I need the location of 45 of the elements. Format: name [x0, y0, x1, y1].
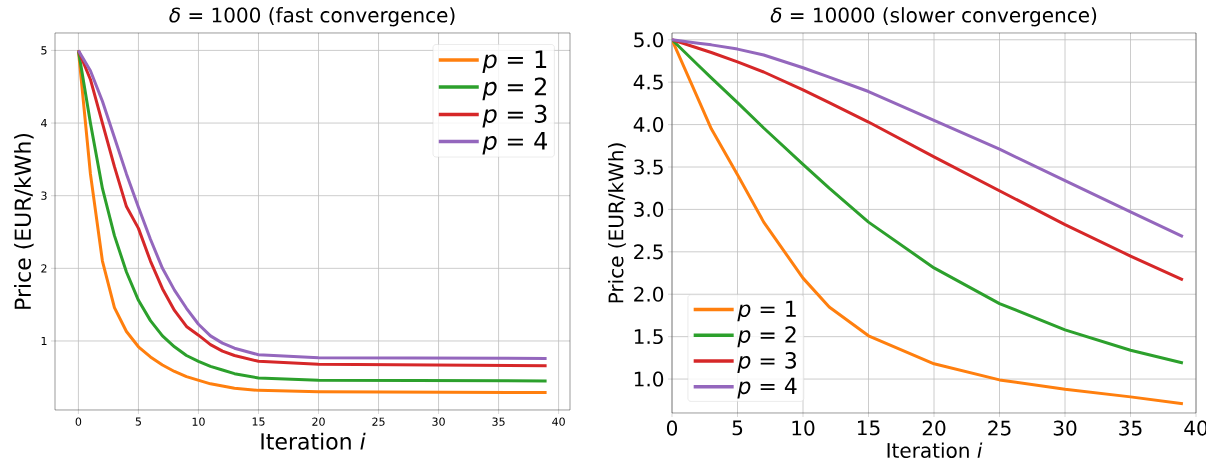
x-tick-label: 30: [1053, 420, 1077, 436]
legend-label: p = 2: [482, 77, 546, 101]
y-axis-title: Price (EUR/kWh): [608, 143, 626, 303]
x-tick-label: 10: [192, 417, 205, 426]
x-tick-label: 40: [552, 417, 565, 426]
legend-label: p = 3: [482, 104, 547, 128]
x-tick-label: 5: [135, 417, 141, 426]
y-tick-label: 5.0: [634, 32, 664, 48]
y-tick-label: 1: [41, 336, 47, 345]
legend-label: p = 4: [482, 132, 548, 155]
legend-label: p = 4: [737, 377, 797, 399]
y-axis-title: Price (EUR/kWh): [14, 133, 34, 309]
legend-label: p = 3: [737, 352, 797, 373]
chart-title: δ = 10000 (slower convergence): [770, 7, 1097, 27]
chart-title: δ = 1000 (fast convergence): [169, 7, 455, 27]
x-tick-label: 5: [732, 420, 743, 436]
y-tick-label: 2.0: [634, 286, 664, 302]
x-axis-title: Iteration i: [887, 442, 983, 458]
x-tick-label: 25: [988, 420, 1011, 436]
x-tick-label: 15: [252, 417, 265, 426]
x-tick-label: 0: [75, 417, 82, 426]
x-tick-label: 10: [792, 420, 815, 436]
y-tick-label: 1.5: [634, 329, 663, 345]
y-tick-label: 2: [41, 264, 47, 273]
y-tick-label: 4: [41, 119, 47, 128]
y-tick-label: 2.5: [634, 244, 663, 260]
x-tick-label: 20: [922, 420, 946, 436]
legend-label: p = 2: [737, 326, 796, 348]
y-tick-label: 3: [41, 191, 47, 200]
x-tick-label: 35: [492, 417, 505, 426]
y-tick-label: 5: [41, 46, 47, 55]
y-tick-label: 3.0: [634, 201, 664, 217]
x-tick-label: 15: [857, 420, 880, 436]
y-tick-label: 3.5: [634, 159, 663, 175]
y-tick-label: 4.0: [633, 117, 664, 133]
x-tick-label: 35: [1119, 420, 1142, 436]
x-tick-label: 25: [372, 417, 385, 426]
x-tick-label: 30: [432, 417, 445, 426]
x-tick-label: 0: [666, 420, 678, 436]
legend-label: p = 1: [737, 300, 796, 322]
legend-label: p = 1: [482, 50, 547, 73]
x-axis-title: Iteration i: [261, 432, 366, 450]
y-tick-label: 1.0: [634, 371, 664, 387]
y-tick-label: 4.5: [633, 74, 663, 90]
x-tick-label: 20: [312, 417, 325, 426]
